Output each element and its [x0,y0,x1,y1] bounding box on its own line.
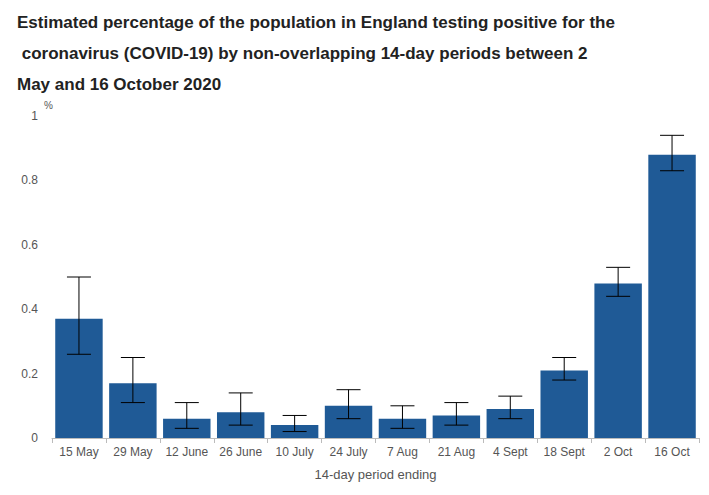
svg-text:0.4: 0.4 [21,302,38,316]
svg-text:May and 16 October 2020: May and 16 October 2020 [17,75,221,94]
svg-text:4 Sept: 4 Sept [493,445,528,459]
svg-text:18 Sept: 18 Sept [544,445,586,459]
svg-text:2 Oct: 2 Oct [604,445,633,459]
svg-text:26 June: 26 June [219,445,262,459]
svg-text:Estimated percentage of the po: Estimated percentage of the population i… [17,13,615,32]
svg-text:24 July: 24 July [330,445,368,459]
svg-text:16 Oct: 16 Oct [654,445,690,459]
svg-text:0: 0 [31,431,38,445]
svg-text:1: 1 [31,109,38,123]
svg-text:0.6: 0.6 [21,238,38,252]
svg-text:21 Aug: 21 Aug [438,445,475,459]
svg-text:29 May: 29 May [113,445,152,459]
svg-text:0.2: 0.2 [21,367,38,381]
svg-text:0.8: 0.8 [21,173,38,187]
svg-text:7 Aug: 7 Aug [387,445,418,459]
svg-text:10 July: 10 July [276,445,314,459]
svg-text:%: % [44,100,53,111]
svg-text:14-day period ending: 14-day period ending [314,467,436,482]
svg-text:12 June: 12 June [165,445,208,459]
svg-text:coronavirus (COVID-19) by non-: coronavirus (COVID-19) by non-overlappin… [17,44,592,63]
svg-text:15 May: 15 May [59,445,98,459]
